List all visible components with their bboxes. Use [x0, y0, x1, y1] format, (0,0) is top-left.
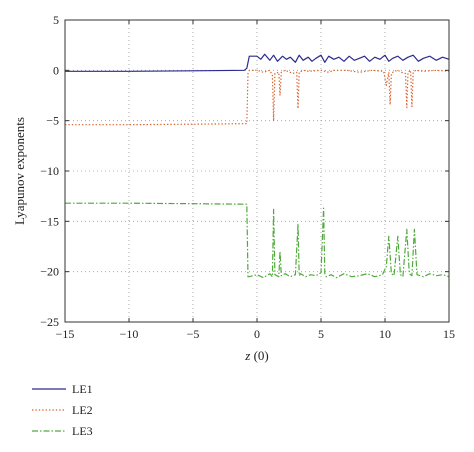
series-layer [65, 53, 450, 279]
x-axis-label-variable: z [244, 348, 250, 363]
y-tick-label: −10 [40, 164, 59, 178]
series-line-le2 [65, 69, 450, 126]
legend-label-le2: LE2 [72, 403, 93, 417]
grid-lines [65, 20, 449, 322]
legend-label-le1: LE1 [72, 382, 93, 396]
x-tick-label: −15 [56, 327, 75, 341]
x-tick-label: 10 [379, 327, 391, 341]
legend: LE1 LE2 LE3 [32, 382, 93, 438]
x-tick-label: −10 [120, 327, 139, 341]
legend-label-le3: LE3 [72, 424, 93, 438]
x-axis-label-suffix: (0) [250, 348, 268, 363]
series-line-le1 [65, 53, 450, 72]
y-tick-label: −25 [40, 315, 59, 329]
x-axis-label: z (0) [244, 348, 268, 363]
x-tick-label: 15 [443, 327, 455, 341]
y-tick-label: −15 [40, 214, 59, 228]
y-tick-label: −5 [46, 114, 59, 128]
y-tick-label: 0 [53, 63, 59, 77]
x-tick-label: 5 [318, 327, 324, 341]
x-tick-label: 0 [254, 327, 260, 341]
y-tick-label: 5 [53, 13, 59, 27]
x-tick-label: −5 [187, 327, 200, 341]
y-axis-label: Lyapunov exponents [12, 117, 27, 225]
axis-ticks: −15 −10 −5 0 5 10 15 5 0 −5 −10 −15 −20 −25 [40, 13, 455, 341]
series-line-le3 [65, 202, 450, 279]
y-tick-label: −20 [40, 265, 59, 279]
